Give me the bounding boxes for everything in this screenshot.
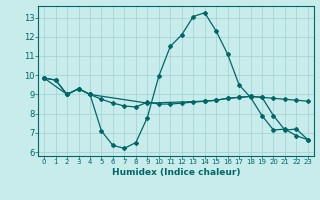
- X-axis label: Humidex (Indice chaleur): Humidex (Indice chaleur): [112, 168, 240, 177]
